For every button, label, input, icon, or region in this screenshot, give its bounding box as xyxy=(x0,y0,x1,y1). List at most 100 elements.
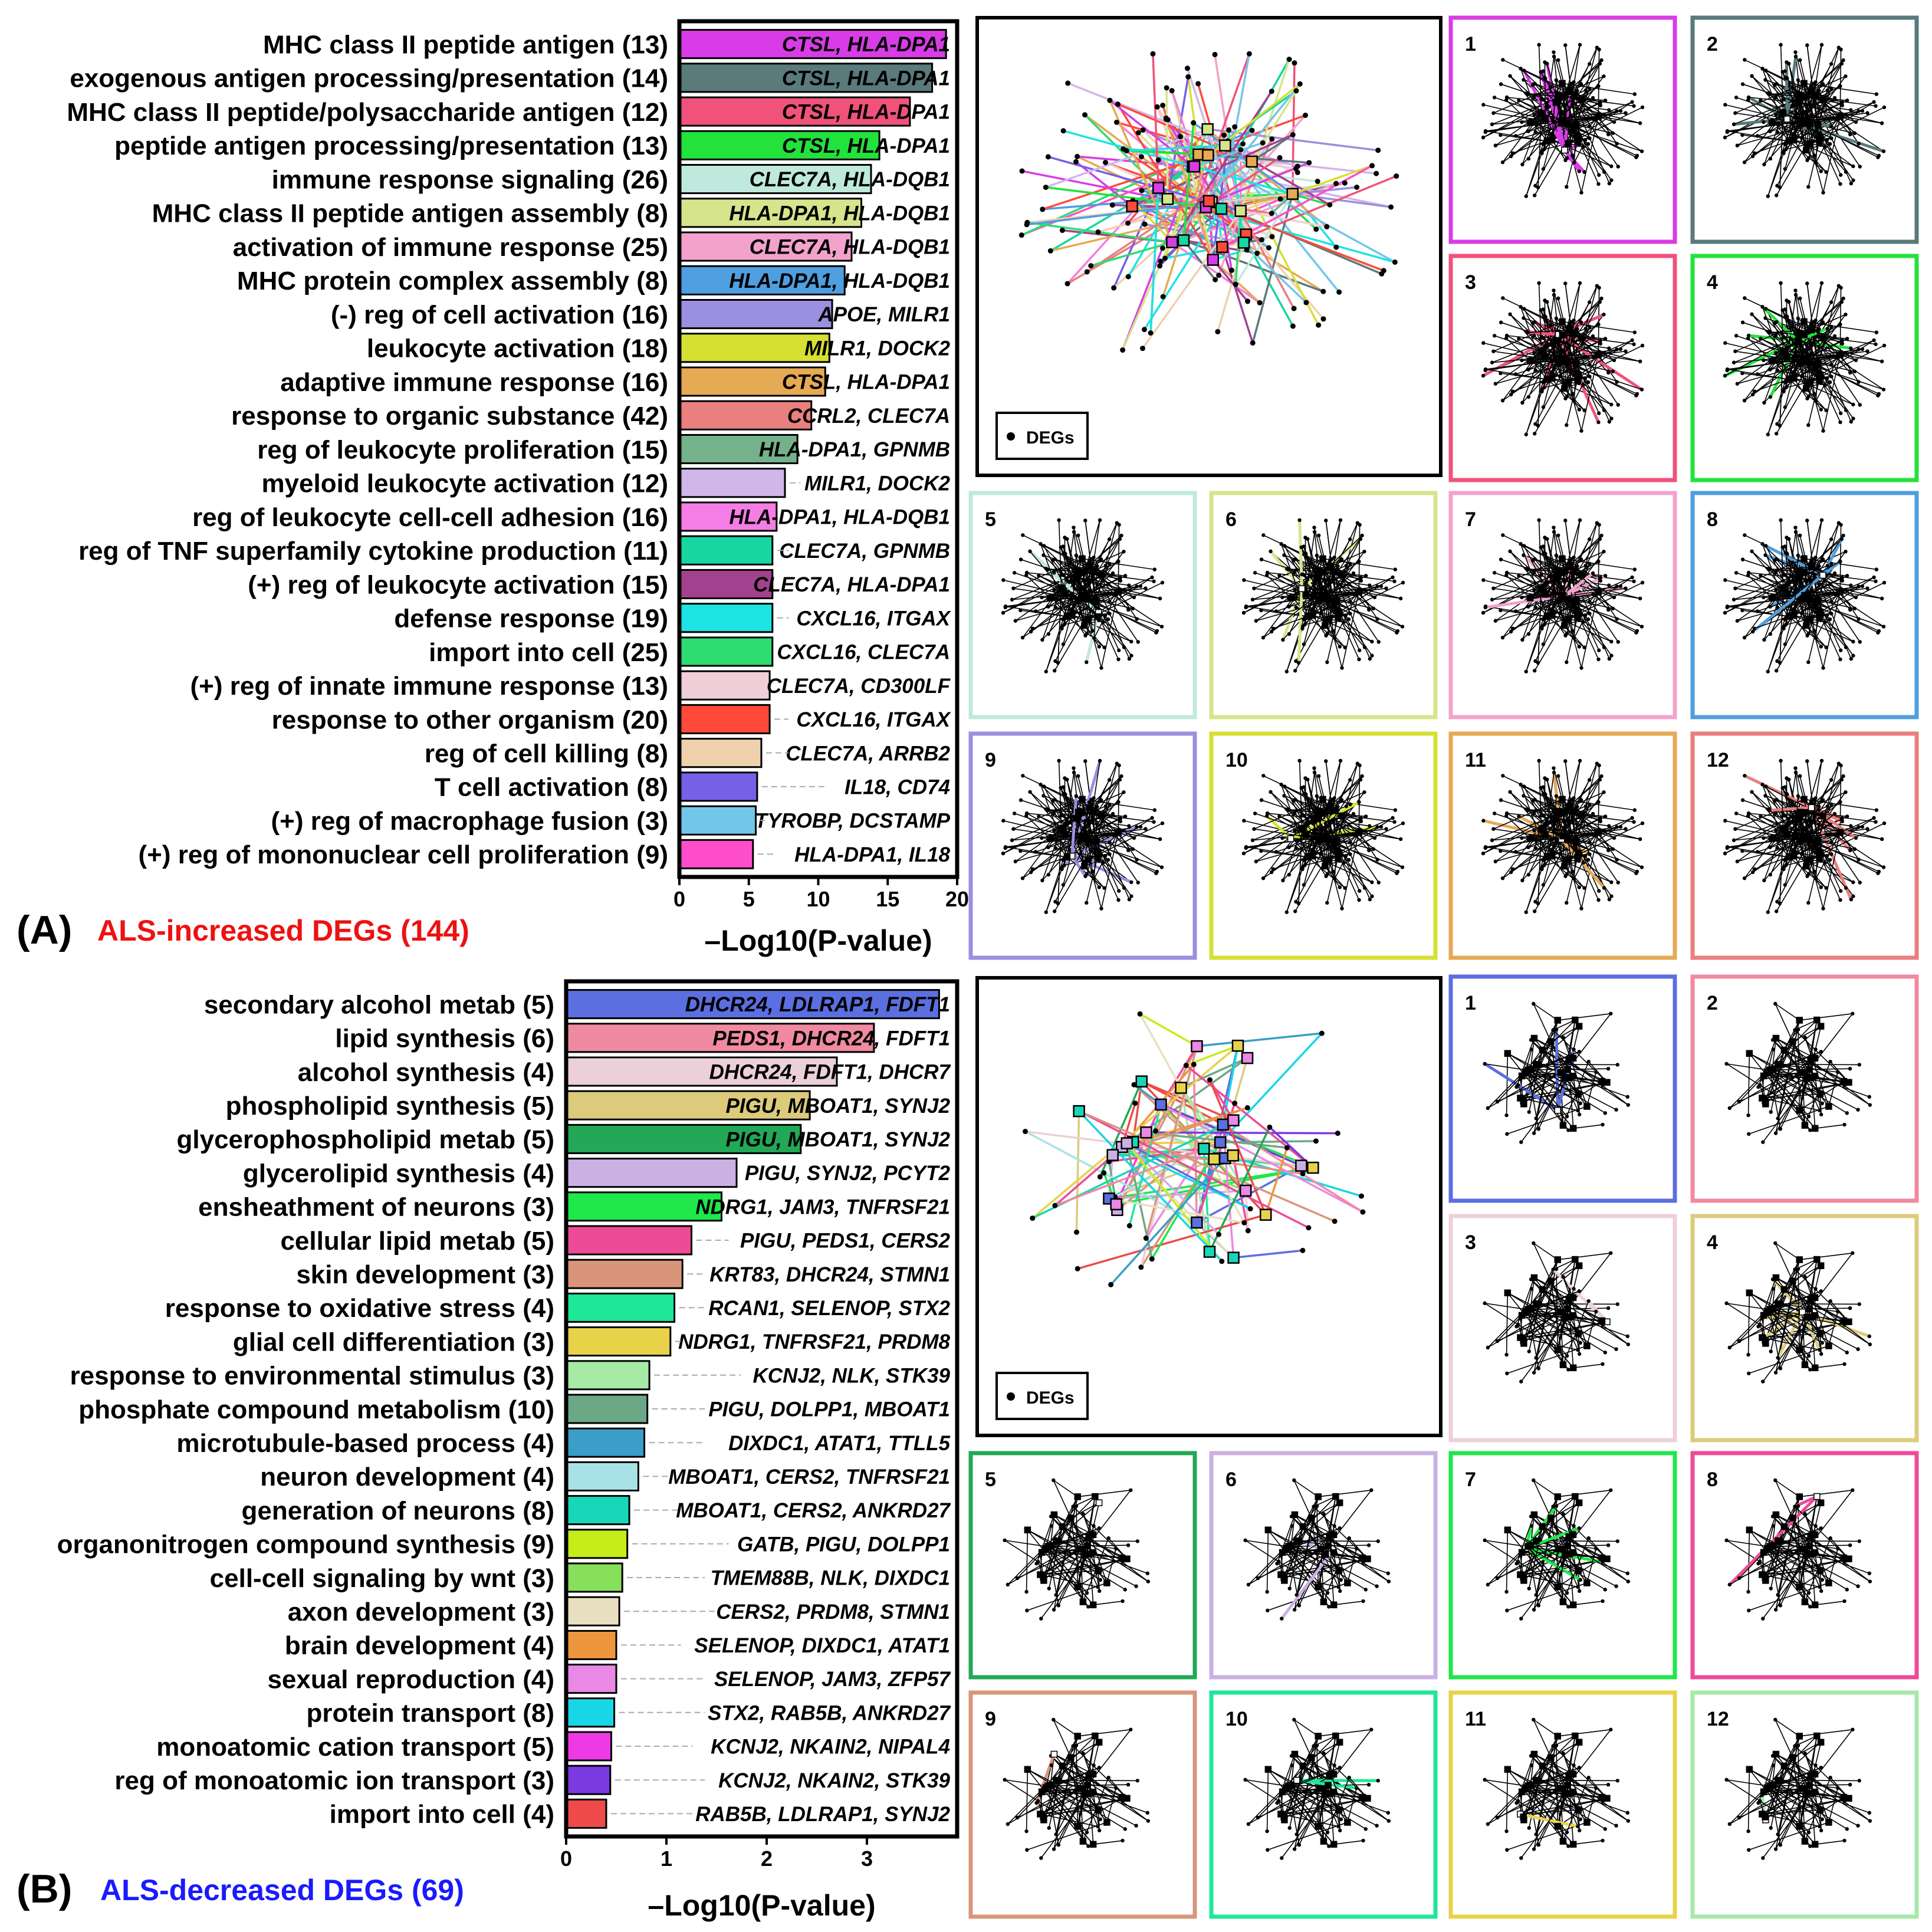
deg-node xyxy=(1635,153,1639,158)
network-edge xyxy=(1261,558,1359,593)
deg-node xyxy=(1098,518,1102,523)
deg-node xyxy=(1587,600,1592,604)
bar xyxy=(565,1360,650,1391)
deg-node xyxy=(1823,383,1827,387)
deg-node xyxy=(1762,358,1766,363)
deg-node xyxy=(1814,399,1818,403)
bar xyxy=(565,1427,646,1458)
deg-node xyxy=(1793,54,1798,59)
go-term-node xyxy=(1800,796,1808,803)
deg-node xyxy=(1829,300,1834,304)
network-edge xyxy=(1510,815,1582,873)
deg-node xyxy=(1319,1030,1325,1036)
deg-node xyxy=(1247,1206,1253,1212)
network-edge xyxy=(1747,337,1773,362)
gene-label: RCAN1, SELENOP, STX2 xyxy=(708,1297,950,1320)
network-edge xyxy=(1087,619,1102,668)
deg-node xyxy=(1533,659,1537,663)
deg-node xyxy=(1510,389,1515,393)
deg-node xyxy=(1563,43,1568,47)
go-term-node xyxy=(1573,597,1580,604)
network-edge xyxy=(1295,839,1329,902)
category-label: protein transport (8) xyxy=(307,1699,554,1728)
deg-node xyxy=(1784,386,1788,390)
network-edge xyxy=(1336,600,1360,651)
deg-node xyxy=(1501,296,1505,300)
deg-node xyxy=(1259,557,1264,561)
go-term-node xyxy=(1553,814,1560,822)
deg-node xyxy=(1522,78,1526,82)
deg-node xyxy=(1483,368,1487,373)
deg-node xyxy=(1581,383,1585,387)
subnetwork-number: 8 xyxy=(1707,508,1718,531)
deg-node xyxy=(1838,559,1842,564)
deg-node xyxy=(1107,97,1113,103)
deg-node xyxy=(1806,185,1811,189)
deg-node xyxy=(1881,625,1886,629)
deg-node xyxy=(1874,342,1878,346)
deg-node xyxy=(1752,867,1757,871)
deg-node xyxy=(1833,355,1837,360)
deg-node xyxy=(1763,78,1767,82)
deg-node xyxy=(1811,320,1815,324)
deg-node xyxy=(1280,836,1284,840)
network-edge xyxy=(1286,812,1324,912)
deg-node xyxy=(1764,784,1768,788)
deg-node xyxy=(1735,859,1740,863)
deg-node xyxy=(1249,127,1255,133)
deg-node xyxy=(1881,865,1886,869)
deg-node xyxy=(1574,91,1579,96)
deg-node xyxy=(1572,876,1576,881)
deg-node xyxy=(1024,222,1030,228)
deg-node xyxy=(1123,574,1128,578)
deg-node xyxy=(1118,579,1123,583)
deg-node xyxy=(1844,645,1848,649)
go-term-node xyxy=(1816,613,1823,620)
deg-node xyxy=(1056,901,1060,906)
deg-node xyxy=(1522,544,1526,548)
network-edge xyxy=(1839,340,1874,356)
deg-node xyxy=(1777,901,1782,906)
deg-node xyxy=(1333,636,1337,640)
deg-node xyxy=(1549,85,1553,89)
network-edge xyxy=(1118,817,1152,833)
network-edge xyxy=(1839,354,1859,383)
deg-node xyxy=(1328,560,1332,564)
network-graph xyxy=(1001,518,1165,673)
deg-node xyxy=(1596,322,1601,327)
deg-node xyxy=(1097,885,1102,889)
deg-node xyxy=(1522,794,1526,798)
network-edge xyxy=(1288,569,1319,573)
network-edge xyxy=(1323,571,1395,582)
deg-node xyxy=(1766,194,1770,198)
deg-node xyxy=(1836,45,1841,50)
deg-node xyxy=(1142,221,1148,227)
deg-node xyxy=(1775,183,1779,188)
network-edge xyxy=(1779,589,1784,663)
deg-node xyxy=(1577,885,1582,889)
network-edge xyxy=(1510,337,1582,395)
network-edge xyxy=(1742,321,1841,356)
network-edge xyxy=(1562,571,1634,582)
deg-node xyxy=(1841,774,1845,778)
deg-node xyxy=(1520,836,1524,840)
deg-node xyxy=(1369,163,1375,169)
deg-node xyxy=(1759,573,1763,578)
deg-node xyxy=(1226,127,1232,133)
deg-node xyxy=(1241,1220,1247,1225)
deg-node xyxy=(1539,70,1543,74)
go-term-node xyxy=(1801,592,1808,599)
deg-node xyxy=(1805,281,1809,285)
deg-node xyxy=(1609,164,1614,169)
deg-node xyxy=(1779,758,1783,763)
gene-label: TMEM88B, NLK, DIXDC1 xyxy=(711,1567,950,1590)
deg-node xyxy=(1492,811,1497,816)
deg-node xyxy=(1805,518,1809,523)
network-edge xyxy=(1109,99,1194,167)
deg-node xyxy=(1052,571,1056,575)
deg-node xyxy=(1094,567,1099,571)
deg-node xyxy=(1829,86,1834,91)
deg-node xyxy=(1858,403,1862,407)
go-term-node xyxy=(1801,116,1808,124)
deg-node xyxy=(1606,607,1611,612)
